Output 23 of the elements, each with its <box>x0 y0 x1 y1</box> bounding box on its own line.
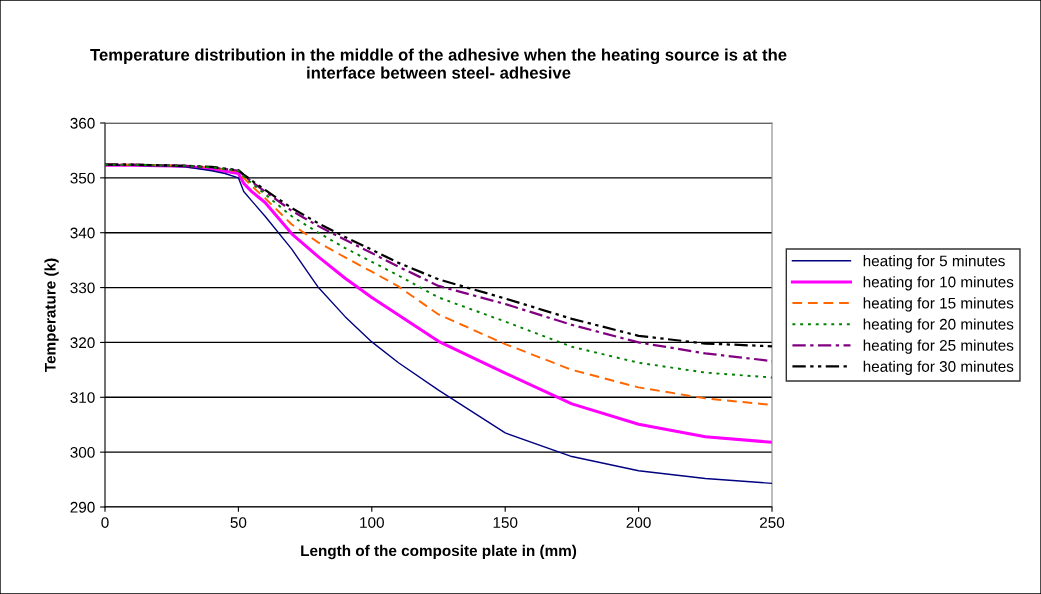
chart-title: Temperature distribution in the middle of the adhesive when the heating source is at the interface between steel- adhesive <box>90 48 787 79</box>
y-tick-label: 350 <box>70 172 95 184</box>
x-tick-label: 50 <box>230 517 247 528</box>
legend-label: heating for 30 minutes <box>863 360 1014 375</box>
y-axis-title: Temperature (k) <box>44 258 59 372</box>
y-tick-label: 340 <box>70 227 95 239</box>
legend-label: heating for 5 minutes <box>863 255 1005 270</box>
x-tick-label: 0 <box>101 517 109 528</box>
x-tick-label: 200 <box>626 517 651 528</box>
legend-label: heating for 25 minutes <box>863 339 1014 354</box>
x-axis-title: Length of the composite plate in (mm) <box>301 544 577 560</box>
legend-label: heating for 15 minutes <box>863 297 1014 312</box>
y-tick-label: 300 <box>70 447 95 458</box>
legend-label: heating for 20 minutes <box>863 318 1014 333</box>
legend-label: heating for 10 minutes <box>863 276 1014 291</box>
x-tick-label: 150 <box>493 517 518 528</box>
y-tick-label: 310 <box>70 392 95 403</box>
y-tick-label: 330 <box>70 282 95 294</box>
y-tick-label: 290 <box>70 501 95 513</box>
x-tick-label: 100 <box>360 517 384 528</box>
y-tick-label: 320 <box>70 337 95 349</box>
x-tick-label: 250 <box>760 517 785 528</box>
y-tick-label: 360 <box>70 117 95 129</box>
